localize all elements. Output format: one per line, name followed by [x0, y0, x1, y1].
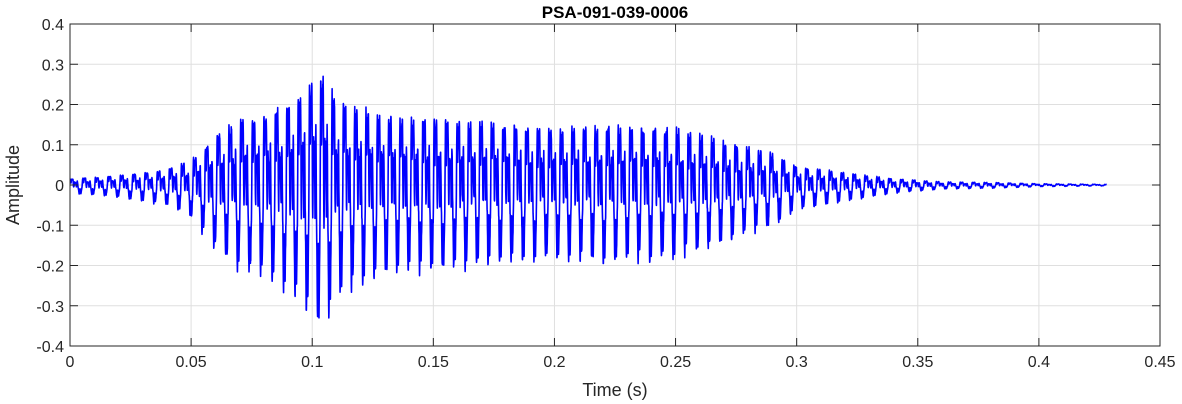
x-tick-label: 0.05: [176, 354, 207, 371]
y-tick-label: -0.1: [36, 218, 64, 235]
waveform-series-line: [69, 75, 1108, 319]
x-tick-label: 0.35: [902, 354, 933, 371]
x-tick-label: 0.45: [1144, 354, 1175, 371]
y-tick-label: 0.4: [42, 17, 64, 34]
chart-title: PSA-091-039-0006: [542, 3, 688, 22]
series-layer: [69, 75, 1108, 319]
x-tick-label: 0.2: [543, 354, 565, 371]
y-tick-label: -0.2: [36, 259, 64, 276]
y-tick-label: 0.2: [42, 98, 64, 115]
y-tick-label: -0.3: [36, 299, 64, 316]
y-tick-label: 0.3: [42, 57, 64, 74]
y-ticks: [70, 23, 1160, 347]
y-tick-label: 0: [55, 178, 64, 195]
y-tick-label: -0.4: [36, 339, 64, 356]
x-tick-label: 0.4: [1028, 354, 1050, 371]
x-tick-label: 0.15: [418, 354, 449, 371]
x-axis-label: Time (s): [582, 380, 647, 400]
x-tick-labels: 0 0.05 0.1 0.15 0.2 0.25 0.3 0.35 0.4 0.45: [66, 354, 1176, 371]
y-tick-label: 0.1: [42, 138, 64, 155]
x-tick-label: 0.25: [660, 354, 691, 371]
y-tick-labels: -0.4 -0.3 -0.2 -0.1 0 0.1 0.2 0.3 0.4: [36, 17, 64, 356]
x-tick-label: 0: [66, 354, 75, 371]
x-tick-label: 0.1: [301, 354, 323, 371]
x-ticks: [69, 24, 1161, 346]
y-axis-label: Amplitude: [3, 145, 23, 225]
x-tick-label: 0.3: [786, 354, 808, 371]
